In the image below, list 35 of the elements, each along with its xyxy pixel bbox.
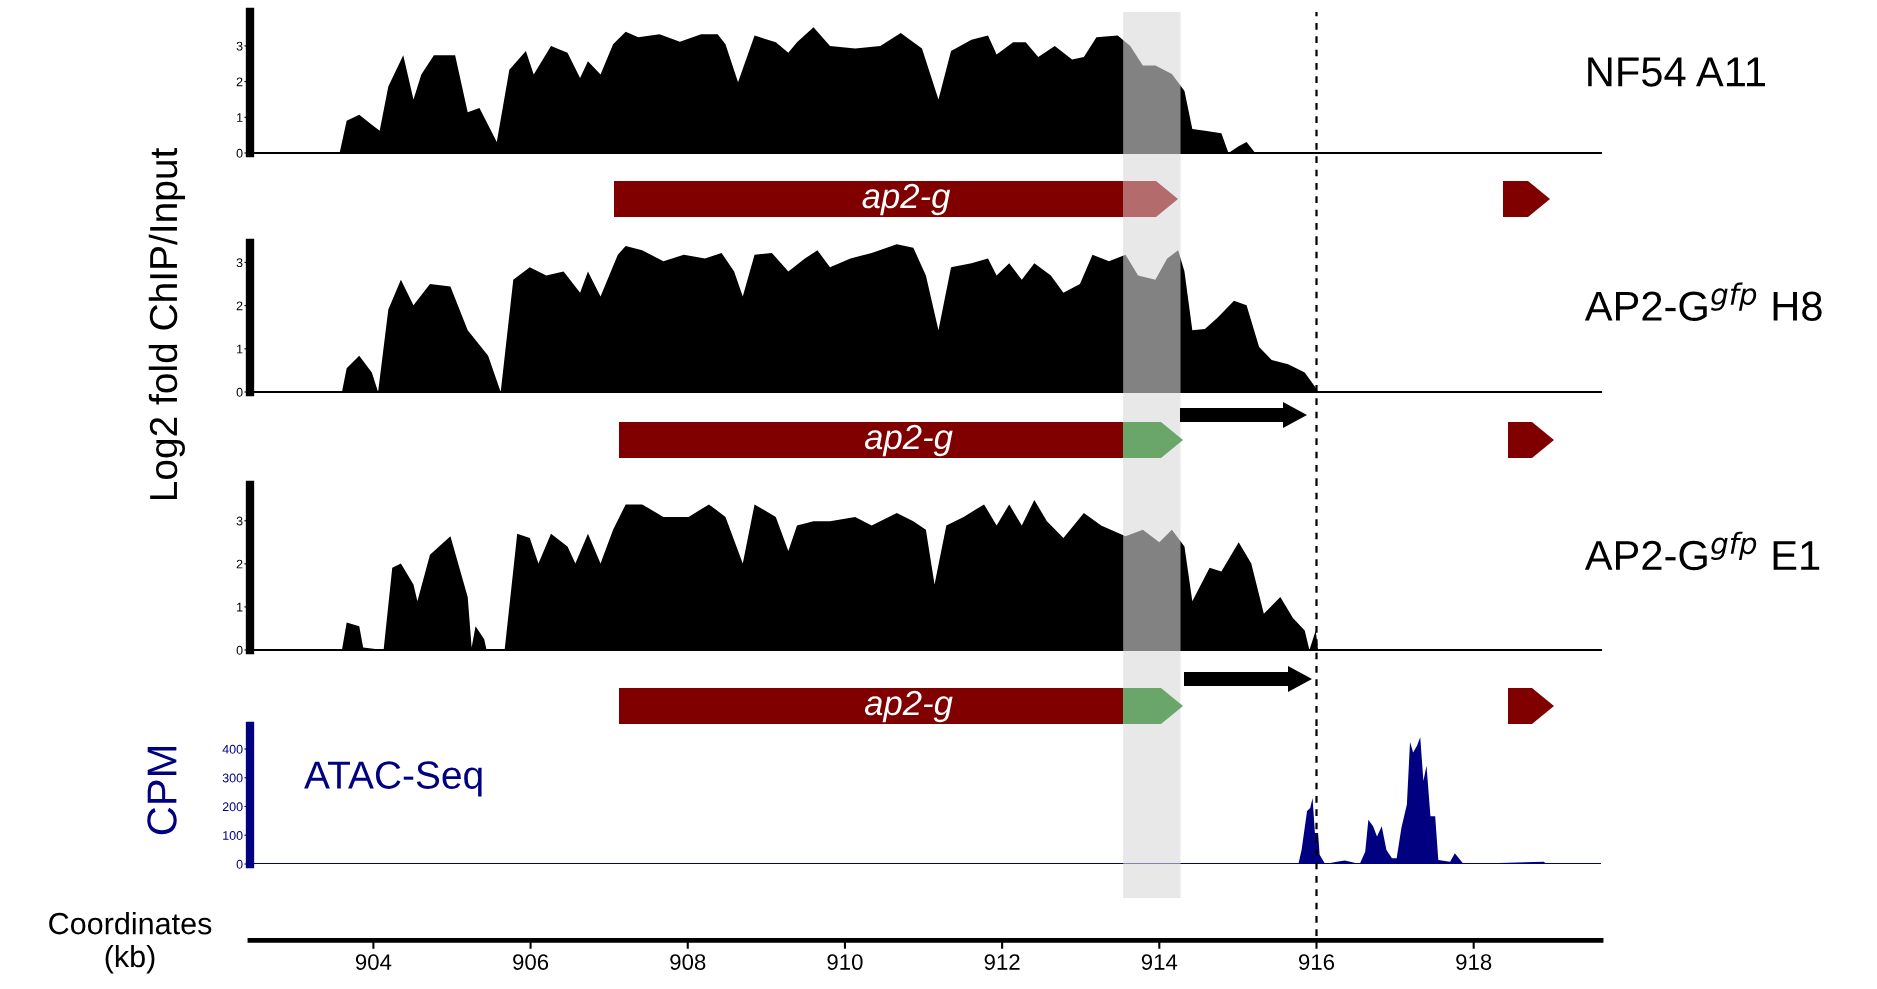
x-tick-label: 914	[1141, 954, 1178, 970]
y-tick-label: 3	[236, 258, 243, 268]
x-tick-label: 916	[1299, 954, 1335, 970]
text: ap2-g	[862, 183, 951, 216]
text: AP2-G$^{gfp}$ E1	[1584, 531, 1820, 571]
y-tick-label: 0	[236, 148, 243, 158]
y-axis-title: Log2 fold ChIP/Input	[148, 147, 185, 500]
y-tick-label: 0	[236, 859, 243, 869]
x-tick-label: 906	[513, 954, 549, 970]
y-tick-label: 1	[237, 602, 243, 612]
y-tick-label: 3	[236, 516, 243, 526]
x-tick-label: 904	[355, 954, 392, 970]
x-tick-label: 918	[1456, 954, 1492, 970]
y-tick-label: 2	[236, 559, 243, 569]
text: NF54 A11	[1588, 57, 1765, 87]
text: ap2-g	[864, 690, 953, 723]
y-tick-label: 2	[236, 77, 243, 87]
y-tick-label: 1	[237, 113, 243, 122]
y-tick-label: 100	[223, 831, 243, 840]
x-tick-label: 910	[827, 954, 863, 970]
text: AP2-G$^{gfp}$ H8	[1584, 282, 1822, 322]
text: ap2-g	[864, 424, 953, 457]
y-tick-label: 300	[222, 773, 243, 783]
x-axis-title: Coordinates (kb)	[49, 912, 212, 974]
x-tick-label: 912	[984, 954, 1020, 970]
y-tick-label: 2	[236, 301, 243, 311]
y-tick-label: 0	[236, 645, 243, 655]
annotation: ATAC-Seq	[304, 761, 482, 797]
y-tick-label: 1	[237, 344, 243, 354]
y-tick-label: 3	[236, 41, 243, 51]
y-tick-label: 400	[222, 744, 243, 754]
y-tick-label: 200	[222, 802, 243, 812]
y-tick-label: 0	[236, 387, 243, 397]
y-axis-title: CPM	[147, 747, 177, 835]
x-tick-label: 908	[670, 954, 706, 970]
